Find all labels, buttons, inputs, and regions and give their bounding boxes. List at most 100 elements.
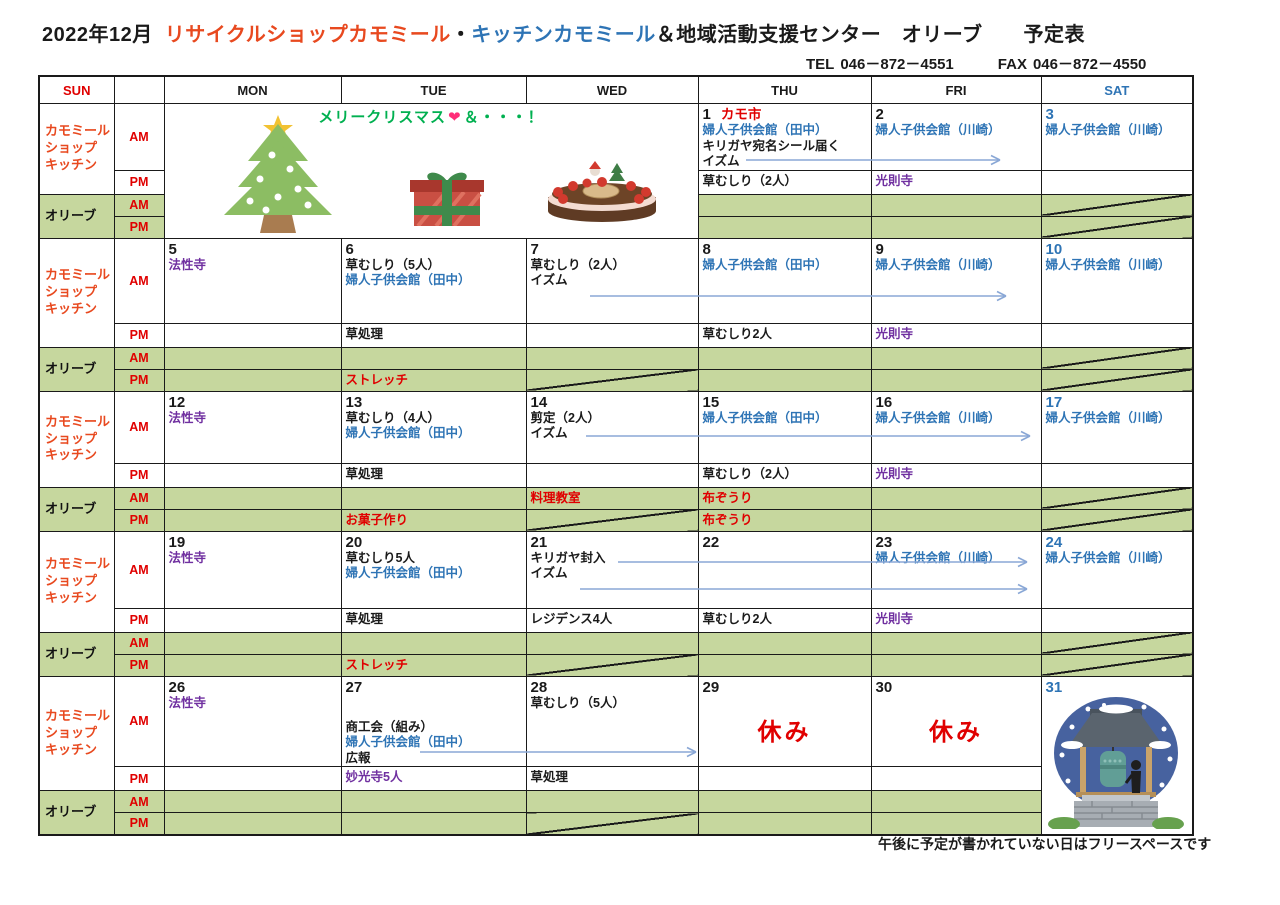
day-header: 2 (872, 104, 1040, 123)
week-am-row: カモミール ショップ キッチン AM 12 法性寺 13 草むしり（4人） 婦人子供会館（田中）… (38, 390, 1194, 488)
day-am-cell: 8 婦人子供会館（田中） (697, 237, 872, 324)
olive-am-cell (1040, 486, 1194, 510)
olive-pm-cell (163, 653, 342, 677)
olive-pm-cell (697, 812, 872, 835)
day-header: 24 (1042, 532, 1192, 551)
christmas-tree-icon (223, 115, 332, 233)
olive-pm-cell: 布ぞうり (697, 508, 872, 532)
row-label-chamomile: カモミール ショップ キッチン (38, 675, 115, 791)
olive-am-label: AM (113, 193, 165, 217)
schedule-entry: 婦人子供会館（田中） (345, 426, 471, 440)
day-am-cell: 26 法性寺 (163, 675, 342, 767)
olive-am-cell (697, 790, 872, 813)
olive-pm-row: PM ストレッチ (39, 368, 1194, 392)
day-header: 5 (165, 239, 340, 258)
week-am-row: カモミール ショップ キッチン AM 19 法性寺 20 草むしり5人 婦人子供会館（田中） 21… (38, 530, 1194, 633)
schedule-entry: 料理教室 (530, 490, 581, 505)
schedule-entry: イズム (530, 273, 568, 287)
schedule-entry: 草むしり2人 (702, 326, 772, 341)
day-number: 12 (168, 393, 186, 411)
day-am-cell: 3 婦人子供会館（川崎） (1040, 103, 1194, 171)
day-number: 1 (702, 106, 711, 123)
schedule-entry: 光則寺 (875, 173, 914, 188)
header-fri: FRI (870, 75, 1042, 104)
schedule-entry: 光則寺 (875, 611, 914, 626)
olive-am-row: オリーブ AM (38, 790, 1193, 835)
day-pm-cell: 草むしり2人 (697, 322, 872, 348)
olive-am-cell: 布ぞうり (697, 486, 872, 510)
day-number: 29 (702, 678, 720, 696)
schedule-entry: イズム (530, 566, 568, 580)
day-pm-cell: 草処理 (340, 322, 527, 348)
day-pm-cell (163, 607, 342, 633)
footer-note: 午後に予定が書かれていない日はフリースペースです (878, 836, 1212, 852)
olive-pm-cell (340, 812, 527, 835)
day-header: 16 (872, 392, 1040, 411)
schedule-entry: 草むしり（2人） (702, 173, 797, 188)
schedule-entry: 草むしり5人 (345, 550, 415, 565)
schedule-entry: 草処理 (530, 770, 569, 784)
day-pm-cell (525, 462, 699, 488)
schedule-entry: 草処理 (345, 466, 384, 481)
olive-am-cell (525, 631, 699, 655)
day-am-cell: 23 婦人子供会館（川崎） (870, 530, 1042, 609)
day-am-cell: 21 キリガヤ封入 イズム (525, 530, 699, 609)
schedule-entry: 婦人子供会館（田中） (702, 123, 828, 137)
schedule-calendar-table: SUN MON TUE WED THU FRI SAT カモミール ショップ キッチ… (38, 75, 1194, 836)
schedule-entry: ストレッチ (345, 657, 409, 672)
day-am-cell: 6 草むしり（5人） 婦人子供会館（田中） (340, 237, 527, 324)
schedule-entry: 草処理 (345, 611, 384, 626)
day-pm-cell: 光則寺 (870, 169, 1042, 195)
closed-label: 休み (757, 718, 812, 746)
pm-label: PM (113, 169, 165, 195)
day-header: 13 (342, 392, 525, 411)
olive-pm-cell (697, 653, 872, 677)
olive-pm-label: PM (113, 508, 165, 532)
header-wed: WED (525, 75, 699, 104)
day-pm-cell: 草処理 (525, 766, 699, 791)
schedule-entry: 草処理 (345, 326, 384, 341)
schedule-entry: 法性寺 (168, 695, 207, 710)
day-pm-cell: レジデンス4人 (525, 607, 699, 633)
day-pm-cell (525, 322, 699, 348)
day-header: 14 (527, 392, 697, 411)
row-label-chamomile: カモミール ショップ キッチン (38, 237, 115, 348)
day-number: 20 (345, 533, 363, 551)
day-pm-cell (697, 766, 872, 791)
day-am-cell: 20 草むしり5人 婦人子供会館（田中） (340, 530, 527, 609)
schedule-entry: 婦人子供会館（川崎） (1045, 257, 1171, 272)
day-pm-cell: 草処理 (340, 607, 527, 633)
fax-number: 046－872－4550 (1032, 56, 1147, 73)
day-number: 21 (530, 533, 548, 551)
day-event-label: カモ市 (720, 107, 762, 122)
day-number: 26 (168, 678, 186, 696)
row-label-chamomile: カモミール ショップ キッチン (38, 390, 115, 488)
schedule-entry: 婦人子供会館（田中） (345, 735, 471, 749)
page-title: 2022年12月 リサイクルショップカモミール・キッチンカモミール＆地域活動支援セ… (42, 18, 1085, 47)
week-pm-row: PM 草処理 レジデンス4人 草むしり2人 光則寺 (39, 607, 1194, 633)
olive-pm-cell: ストレッチ (340, 368, 527, 392)
day-header: 23 (872, 532, 1040, 551)
day-pm-cell (163, 462, 342, 488)
olive-pm-cell (525, 653, 699, 677)
olive-pm-cell (1040, 215, 1194, 239)
schedule-entry: キリガヤ宛名シール届く (702, 138, 841, 153)
schedule-entry: イズム (702, 154, 740, 168)
am-label: AM (113, 103, 165, 171)
gift-box-icon (409, 172, 484, 226)
schedule-entry: 妙光寺5人 (345, 770, 403, 784)
week-am-row: カモミール ショップ キッチン AM メリークリスマス ❤ ＆・・・！ (38, 103, 1194, 239)
olive-pm-label: PM (113, 368, 165, 392)
schedule-entry: 剪定（2人） (530, 410, 600, 425)
day-number: 24 (1045, 533, 1063, 551)
day-header: 9 (872, 239, 1040, 258)
day-am-cell: 30 休み (870, 675, 1042, 767)
schedule-entry: 婦人子供会館（田中） (345, 273, 471, 287)
tel-number: 046－872－4551 (840, 56, 954, 73)
schedule-entry: 婦人子供会館（川崎） (1045, 550, 1171, 565)
day-pm-cell (1040, 607, 1194, 633)
day-header: 28 (527, 677, 697, 696)
header-blank (113, 75, 165, 104)
day-header: 31 (1042, 677, 1063, 696)
day-header: 19 (165, 532, 340, 551)
